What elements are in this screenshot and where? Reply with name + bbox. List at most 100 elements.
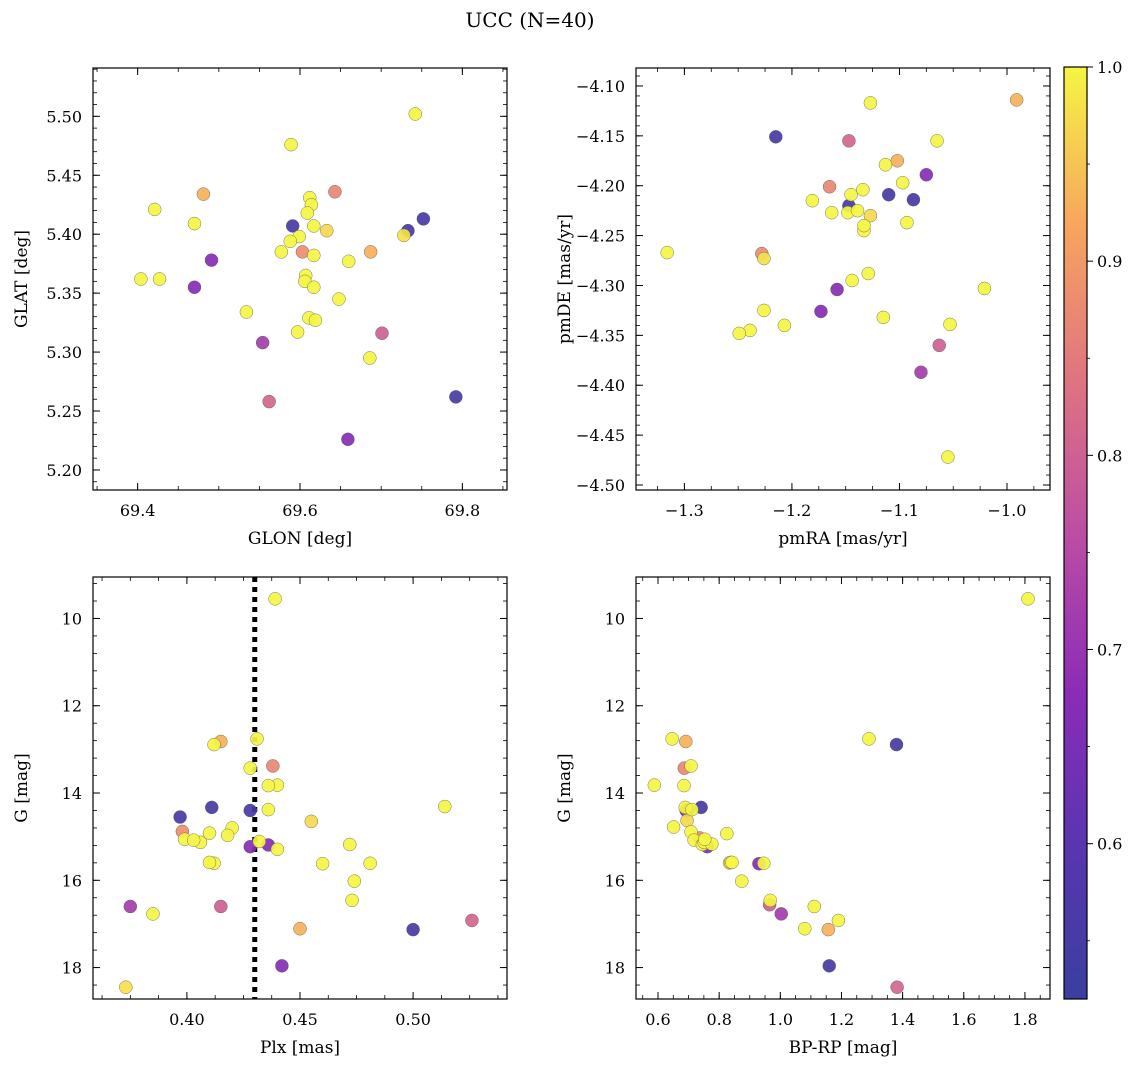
y-tick-label: −4.40 bbox=[576, 376, 625, 395]
scatter-point bbox=[763, 893, 777, 908]
y-tick-label: 10 bbox=[605, 609, 625, 628]
scatter-point bbox=[342, 254, 356, 269]
scatter-point bbox=[220, 828, 235, 843]
scatter-point bbox=[262, 394, 276, 409]
scatter-point bbox=[283, 234, 297, 248]
scatter-point bbox=[822, 959, 836, 973]
scatter-point bbox=[146, 907, 160, 921]
scatter-point bbox=[777, 318, 792, 333]
scatter-point bbox=[798, 922, 812, 936]
x-tick-label: 1.0 bbox=[768, 1010, 793, 1029]
plx-g-panel: 0.40 0.45 0.50 10 12 14 16 18 Plx [mas] G [mag] bbox=[12, 576, 508, 1058]
x-tick-label: 0.6 bbox=[645, 1010, 670, 1029]
colorbar-gradient bbox=[1063, 66, 1088, 1000]
y-axis-label: G [mag] bbox=[12, 753, 32, 822]
scatter-point bbox=[252, 834, 266, 849]
colorbar: 0.6 0.7 0.8 0.9 1.0 bbox=[1063, 58, 1122, 1000]
y-tick-label: 16 bbox=[605, 871, 625, 890]
scatter-point bbox=[406, 922, 420, 937]
colorbar-tick-label: 0.8 bbox=[1097, 446, 1122, 465]
axes-frame bbox=[635, 67, 1051, 491]
scatter-point bbox=[304, 814, 319, 829]
scatter-point bbox=[665, 732, 679, 746]
scatter-point bbox=[941, 450, 955, 464]
scatter-point bbox=[363, 351, 377, 365]
scatter-point bbox=[822, 180, 837, 194]
y-tick-label: 5.45 bbox=[46, 166, 82, 185]
y-tick-label: 5.50 bbox=[46, 107, 82, 126]
x-tick-label: 1.8 bbox=[1012, 1010, 1037, 1029]
x-tick-label: 0.40 bbox=[169, 1010, 205, 1029]
scatter-point bbox=[821, 922, 836, 937]
scatter-point bbox=[186, 833, 201, 847]
scatter-point bbox=[977, 281, 992, 296]
scatter-point bbox=[295, 245, 310, 259]
scatter-point bbox=[416, 212, 431, 226]
y-tick-label: 12 bbox=[62, 697, 82, 716]
scatter-point bbox=[725, 855, 739, 870]
scatter-point bbox=[807, 899, 821, 914]
scatter-point bbox=[397, 228, 411, 243]
scatter-point bbox=[284, 137, 298, 152]
scatter-point bbox=[270, 842, 285, 857]
scatter-point bbox=[679, 734, 693, 749]
scatter-point bbox=[895, 176, 910, 190]
x-axis-label: pmRA [mas/yr] bbox=[778, 529, 907, 549]
scatter-point bbox=[677, 778, 691, 793]
y-tick-label: 5.30 bbox=[46, 343, 82, 362]
scatter-point bbox=[769, 130, 783, 144]
scatter-points bbox=[134, 107, 463, 447]
colorbar-tick-label: 0.6 bbox=[1097, 835, 1122, 854]
x-axis-label: GLON [deg] bbox=[248, 529, 352, 549]
scatter-point bbox=[814, 304, 828, 319]
y-tick-label: 14 bbox=[605, 784, 625, 803]
y-axis-label: pmDE [mas/yr] bbox=[555, 214, 575, 344]
scatter-point bbox=[857, 218, 871, 233]
y-tick-label: −4.30 bbox=[576, 276, 625, 295]
y-tick-label: 16 bbox=[62, 871, 82, 890]
scatter-point bbox=[261, 778, 276, 793]
y-tick-label: 5.20 bbox=[46, 461, 82, 480]
y-tick-label: 10 bbox=[62, 609, 82, 628]
scatter-point bbox=[196, 187, 211, 201]
scatter-point bbox=[202, 826, 217, 840]
figure-title: UCC (N=40) bbox=[465, 8, 594, 32]
colorbar-tick-label: 0.9 bbox=[1097, 252, 1122, 271]
scatter-point bbox=[825, 205, 839, 220]
scatter-point bbox=[255, 335, 270, 350]
scatter-point bbox=[307, 280, 321, 294]
scatter-point bbox=[919, 168, 934, 182]
scatter-point bbox=[119, 980, 133, 994]
scatter-point bbox=[363, 856, 377, 870]
y-tick-label: 18 bbox=[62, 959, 82, 978]
scatter-point bbox=[438, 799, 452, 814]
scatter-point bbox=[173, 810, 187, 824]
scatter-point bbox=[202, 855, 217, 870]
scatter-point bbox=[204, 253, 219, 267]
scatter-point bbox=[930, 134, 944, 148]
scatter-point bbox=[345, 893, 359, 908]
scatter-point bbox=[308, 313, 323, 327]
y-tick-label: 14 bbox=[62, 784, 82, 803]
colorbar-tick-label: 1.0 bbox=[1097, 58, 1122, 77]
scatter-point bbox=[720, 826, 734, 841]
bprp-g-panel: 0.6 0.8 1.0 1.2 1.4 1.6 1.8 10 12 14 16 18 BP-RP [ma… bbox=[555, 576, 1051, 1058]
scatter-point bbox=[876, 310, 891, 325]
x-tick-label: 69.8 bbox=[445, 501, 481, 520]
scatter-point bbox=[900, 215, 914, 230]
scatter-point bbox=[774, 907, 788, 921]
scatter-point bbox=[890, 154, 905, 168]
y-tick-label: −4.35 bbox=[576, 326, 625, 345]
scatter-point bbox=[363, 245, 378, 259]
scatter-point bbox=[732, 326, 746, 341]
scatter-points bbox=[647, 592, 1035, 994]
scatter-points bbox=[660, 93, 1024, 464]
scatter-point bbox=[1009, 93, 1024, 107]
y-tick-label: 5.40 bbox=[46, 225, 82, 244]
scatter-point bbox=[332, 292, 346, 306]
y-tick-label: 5.35 bbox=[46, 284, 82, 303]
scatter-point bbox=[863, 96, 878, 110]
scatter-point bbox=[285, 219, 300, 233]
scatter-point bbox=[307, 219, 321, 233]
